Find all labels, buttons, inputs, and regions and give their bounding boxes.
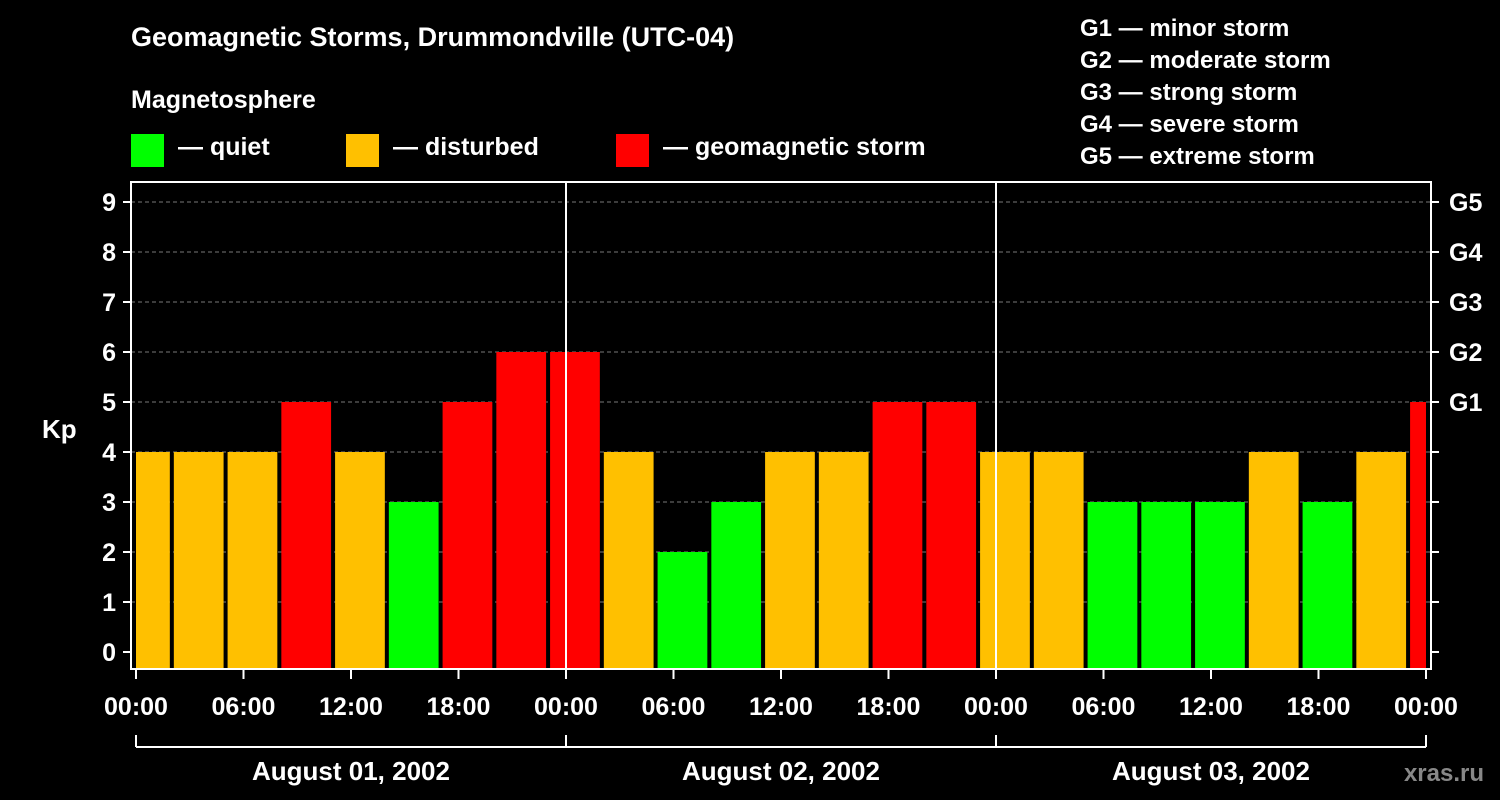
bar-12 <box>765 452 815 669</box>
bar-23 <box>1356 452 1407 669</box>
bar-20 <box>1195 502 1245 669</box>
y-tick-label-5: 5 <box>102 389 116 417</box>
y-tick-label-1: 1 <box>102 589 116 617</box>
bar-11 <box>711 502 762 669</box>
day-label-2: August 02, 2002 <box>682 756 880 786</box>
x-tick-label-5: 06:00 <box>642 693 706 721</box>
chart-subtitle: Magnetosphere <box>131 86 316 114</box>
x-tick-label-7: 18:00 <box>857 693 921 721</box>
bar-7 <box>496 352 547 669</box>
bar-9 <box>603 452 654 669</box>
bar-5 <box>388 502 439 669</box>
right-tick-label-g3: G3 <box>1449 289 1482 317</box>
right-tick-label-g2: G2 <box>1449 339 1482 367</box>
bar-2 <box>227 452 278 669</box>
bar-24 <box>1410 402 1426 669</box>
bar-3 <box>281 402 332 669</box>
y-axis-label: Kp <box>42 414 77 444</box>
x-tick-label-6: 12:00 <box>749 693 813 721</box>
legend-label-disturbed: — disturbed <box>393 133 539 161</box>
x-tick-label-4: 00:00 <box>534 693 598 721</box>
bar-18 <box>1087 502 1138 669</box>
bar-16 <box>980 452 1030 669</box>
day-label-3: August 03, 2002 <box>1112 756 1310 786</box>
right-tick-label-g1: G1 <box>1449 389 1482 417</box>
y-tick-label-6: 6 <box>102 339 116 367</box>
right-tick-label-g5: G5 <box>1449 189 1482 217</box>
bar-0 <box>136 452 170 669</box>
x-tick-label-8: 00:00 <box>964 693 1028 721</box>
x-tick-label-10: 12:00 <box>1179 693 1243 721</box>
chart-title: Geomagnetic Storms, Drummondville (UTC-0… <box>131 22 735 52</box>
watermark: xras.ru <box>1403 760 1484 787</box>
right-tick-label-g4: G4 <box>1449 239 1482 267</box>
storm-scale-g5: G5 — extreme storm <box>1080 143 1315 170</box>
bar-14 <box>872 402 923 669</box>
x-tick-label-11: 18:00 <box>1287 693 1351 721</box>
x-tick-label-3: 18:00 <box>427 693 491 721</box>
bar-21 <box>1248 452 1299 669</box>
legend-label-quiet: — quiet <box>178 133 270 161</box>
bar-8 <box>550 352 600 669</box>
bar-17 <box>1033 452 1084 669</box>
y-tick-label-4: 4 <box>102 439 116 467</box>
storm-scale-g2: G2 — moderate storm <box>1080 47 1331 74</box>
legend-swatch-storm <box>616 134 649 167</box>
y-tick-label-3: 3 <box>102 489 116 517</box>
bar-22 <box>1302 502 1353 669</box>
bar-19 <box>1141 502 1192 669</box>
storm-scale-g3: G3 — strong storm <box>1080 79 1298 106</box>
bar-13 <box>818 452 869 669</box>
bar-6 <box>442 402 493 669</box>
bar-15 <box>926 402 977 669</box>
y-tick-label-7: 7 <box>102 289 116 317</box>
y-tick-label-0: 0 <box>102 639 116 667</box>
legend-swatch-disturbed <box>346 134 379 167</box>
x-tick-label-0: 00:00 <box>104 693 168 721</box>
bar-1 <box>173 452 224 669</box>
storm-scale-g1: G1 — minor storm <box>1080 15 1290 42</box>
y-tick-label-8: 8 <box>102 239 116 267</box>
bar-4 <box>335 452 385 669</box>
x-tick-label-2: 12:00 <box>319 693 383 721</box>
y-tick-label-2: 2 <box>102 539 116 567</box>
x-tick-label-12: 00:00 <box>1394 693 1458 721</box>
legend-label-storm: — geomagnetic storm <box>663 133 926 161</box>
day-label-1: August 01, 2002 <box>252 756 450 786</box>
y-tick-label-9: 9 <box>102 189 116 217</box>
x-tick-label-9: 06:00 <box>1072 693 1136 721</box>
legend-swatch-quiet <box>131 134 164 167</box>
bar-10 <box>657 552 708 669</box>
storm-scale-g4: G4 — severe storm <box>1080 111 1299 138</box>
x-tick-label-1: 06:00 <box>212 693 276 721</box>
